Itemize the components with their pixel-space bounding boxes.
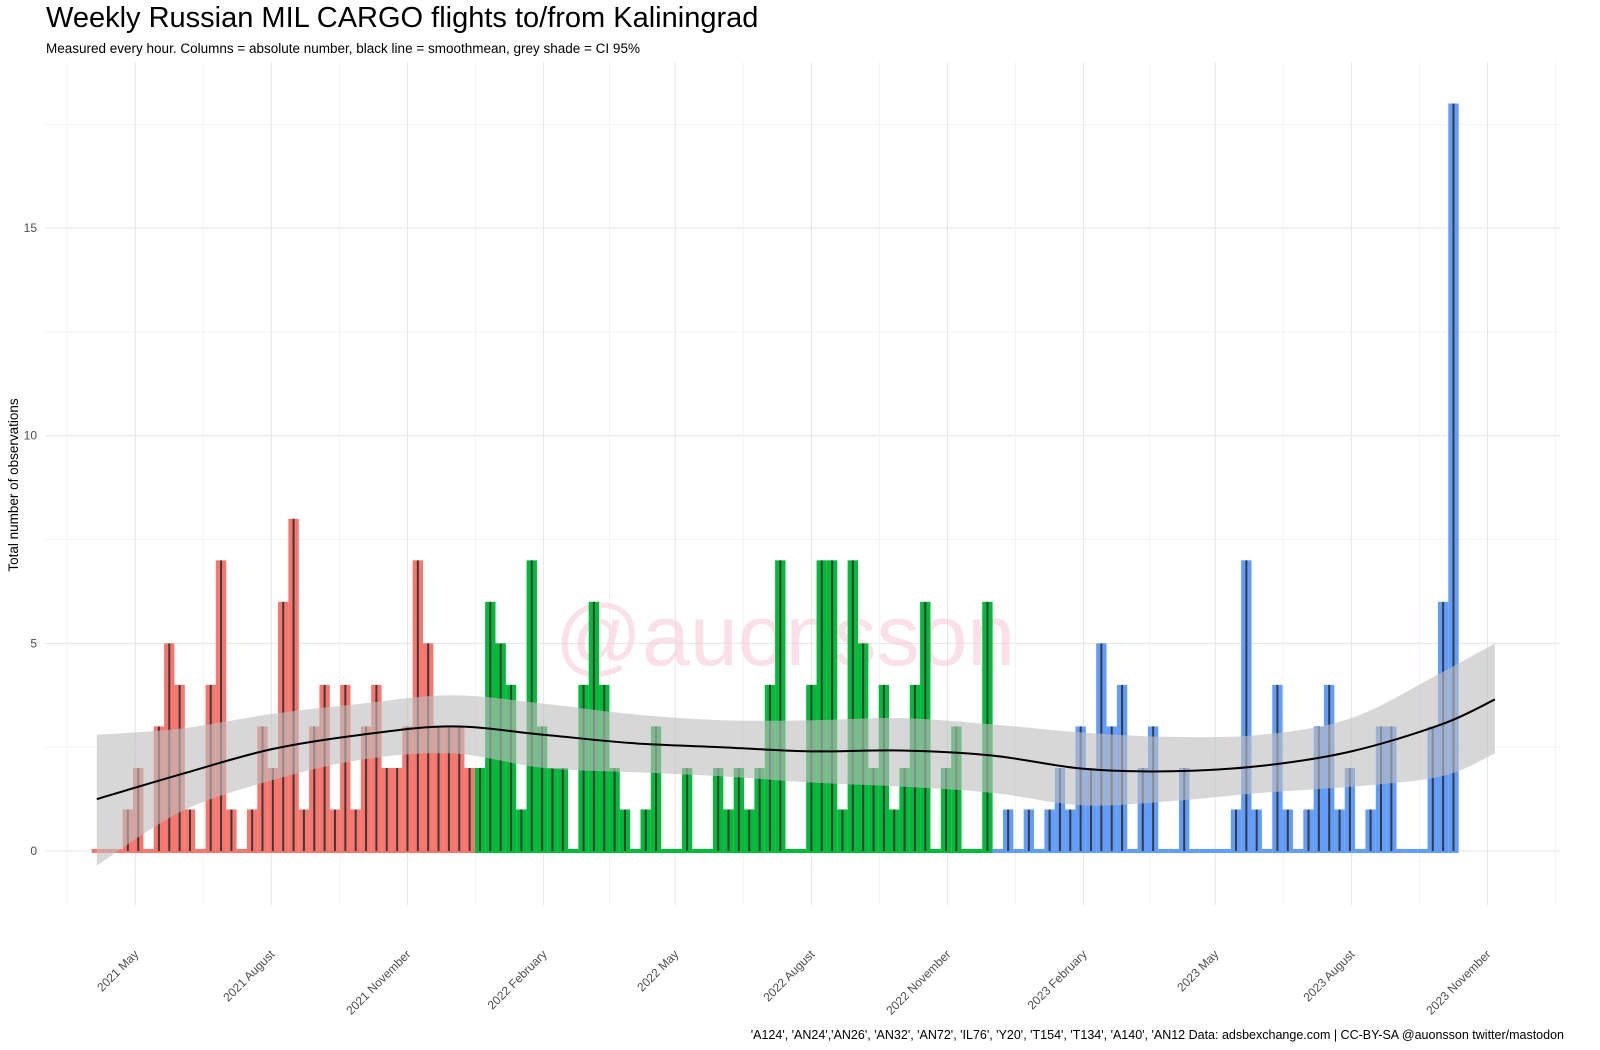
x-axis-ticks: 2021 May 2021 August 2021 November 2022 Feb… xyxy=(94,947,1493,1018)
bar xyxy=(971,848,983,854)
bar xyxy=(1355,848,1366,854)
bar xyxy=(1127,848,1138,854)
x-tick-label: 2021 August xyxy=(220,947,278,1005)
x-tick-label: 2021 November xyxy=(343,947,413,1017)
y-axis-ticks: 0 5 10 15 xyxy=(24,221,38,858)
x-tick-label: 2023 November xyxy=(1423,947,1493,1017)
bar xyxy=(961,848,972,854)
x-tick-label: 2022 May xyxy=(634,947,681,994)
bar xyxy=(795,848,807,854)
bar xyxy=(1417,848,1428,854)
bar xyxy=(1013,848,1024,854)
chart-title: Weekly Russian MIL CARGO flights to/from… xyxy=(46,2,759,34)
bar xyxy=(630,848,641,854)
bar xyxy=(702,848,713,854)
bar xyxy=(1261,848,1273,854)
bar xyxy=(195,848,206,854)
bar xyxy=(1220,848,1231,854)
bar xyxy=(671,848,682,854)
bar xyxy=(1189,848,1200,854)
bar xyxy=(568,848,579,854)
x-tick-label: 2022 November xyxy=(883,947,953,1017)
bar xyxy=(661,848,672,854)
smooth-line xyxy=(96,698,1496,801)
bar xyxy=(1158,848,1169,854)
y-tick-label: 15 xyxy=(24,221,38,235)
confidence-band xyxy=(96,643,1495,866)
bar xyxy=(1168,848,1180,854)
bar xyxy=(930,848,941,854)
y-axis-label: Total number of observations xyxy=(6,398,21,572)
bar xyxy=(785,848,796,854)
bar xyxy=(1406,848,1418,854)
x-tick-label: 2022 February xyxy=(485,947,550,1012)
x-tick-label: 2021 May xyxy=(94,947,141,994)
bar xyxy=(1034,848,1045,854)
chart-subtitle: Measured every hour. Columns = absolute … xyxy=(46,41,640,56)
y-tick-label: 0 xyxy=(30,844,37,858)
smooth-layer xyxy=(96,643,1496,866)
bar xyxy=(1199,848,1211,854)
chart-caption: 'A124', 'AN24','AN26', 'AN32', 'AN72', '… xyxy=(750,1028,1564,1042)
bar xyxy=(1396,848,1407,854)
x-tick-label: 2023 February xyxy=(1025,947,1090,1012)
x-tick-label: 2023 May xyxy=(1174,947,1221,994)
y-tick-label: 5 xyxy=(30,636,37,650)
bar xyxy=(143,848,154,854)
bar xyxy=(992,848,1003,854)
bar xyxy=(236,848,247,854)
bar xyxy=(692,848,703,854)
x-tick-label: 2022 August xyxy=(760,947,818,1005)
y-tick-label: 10 xyxy=(24,429,38,443)
bar xyxy=(1292,848,1304,854)
x-tick-label: 2023 August xyxy=(1300,947,1358,1005)
bar xyxy=(1210,848,1221,854)
